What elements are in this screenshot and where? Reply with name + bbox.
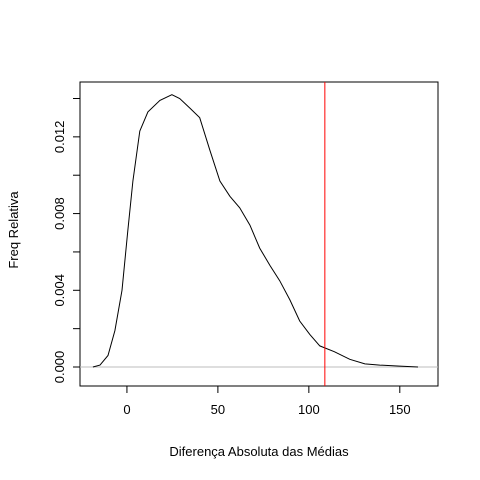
y-axis-label: Freq Relativa xyxy=(6,191,21,269)
x-tick-label: 50 xyxy=(211,402,225,417)
y-tick-label: 0.004 xyxy=(52,274,67,307)
plot-frame xyxy=(79,81,439,387)
x-axis-label: Diferença Absoluta das Médias xyxy=(169,444,349,459)
y-tick-label: 0.000 xyxy=(52,351,67,384)
y-tick-label: 0.012 xyxy=(52,121,67,154)
x-tick-label: 0 xyxy=(123,402,130,417)
y-tick-label: 0.008 xyxy=(52,197,67,230)
x-tick-label: 150 xyxy=(389,402,411,417)
density-line xyxy=(92,94,419,368)
x-tick-label: 100 xyxy=(298,402,320,417)
